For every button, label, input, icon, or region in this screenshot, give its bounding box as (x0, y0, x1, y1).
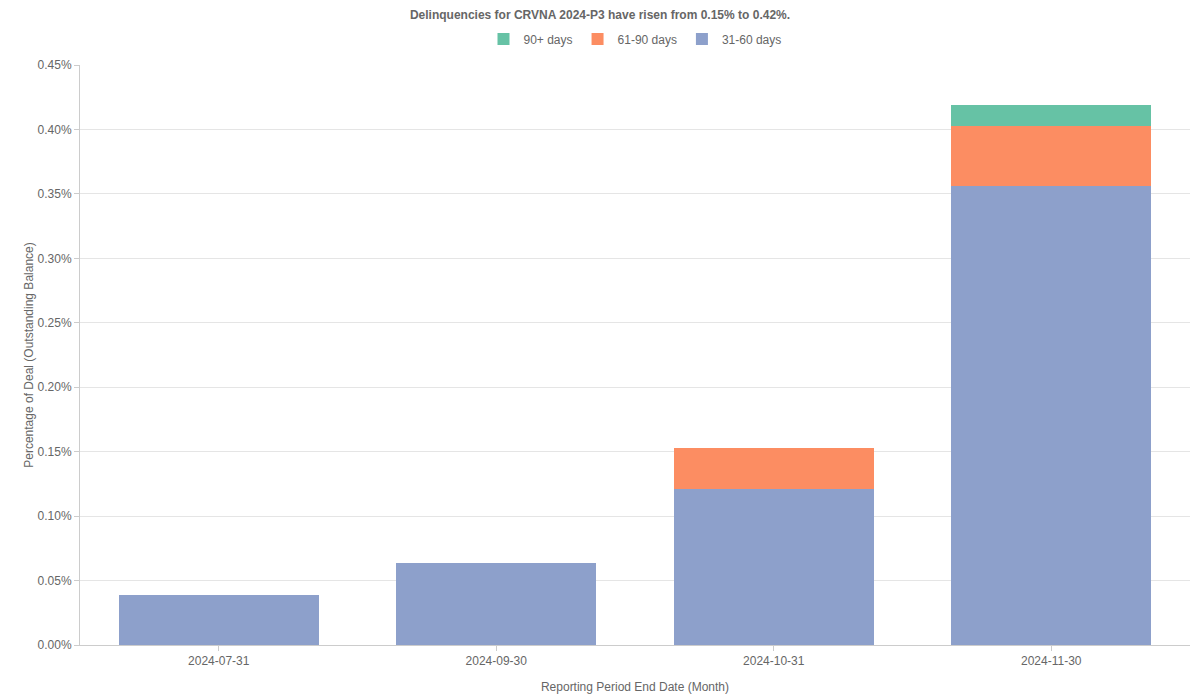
svg-text:Reporting Period End Date (Mon: Reporting Period End Date (Month) (541, 680, 729, 694)
svg-text:0.10%: 0.10% (38, 509, 72, 523)
svg-text:0.00%: 0.00% (38, 638, 72, 652)
svg-text:0.35%: 0.35% (38, 187, 72, 201)
svg-text:31-60 days: 31-60 days (722, 33, 781, 47)
svg-text:0.15%: 0.15% (38, 445, 72, 459)
svg-text:90+ days: 90+ days (524, 33, 573, 47)
svg-text:2024-10-31: 2024-10-31 (743, 654, 805, 668)
svg-text:0.05%: 0.05% (38, 574, 72, 588)
svg-text:2024-11-30: 2024-11-30 (1021, 654, 1082, 668)
svg-text:0.45%: 0.45% (38, 58, 72, 72)
svg-text:0.40%: 0.40% (38, 123, 72, 137)
svg-text:61-90 days: 61-90 days (618, 33, 677, 47)
svg-text:0.20%: 0.20% (38, 380, 72, 394)
svg-text:0.25%: 0.25% (38, 316, 72, 330)
svg-text:0.30%: 0.30% (38, 252, 72, 266)
svg-text:Delinquencies for CRVNA 2024-P: Delinquencies for CRVNA 2024-P3 have ris… (410, 8, 790, 22)
svg-text:2024-07-31: 2024-07-31 (188, 654, 250, 668)
svg-text:2024-09-30: 2024-09-30 (466, 654, 528, 668)
svg-text:Percentage of Deal (Outstandin: Percentage of Deal (Outstanding Balance) (22, 242, 36, 467)
